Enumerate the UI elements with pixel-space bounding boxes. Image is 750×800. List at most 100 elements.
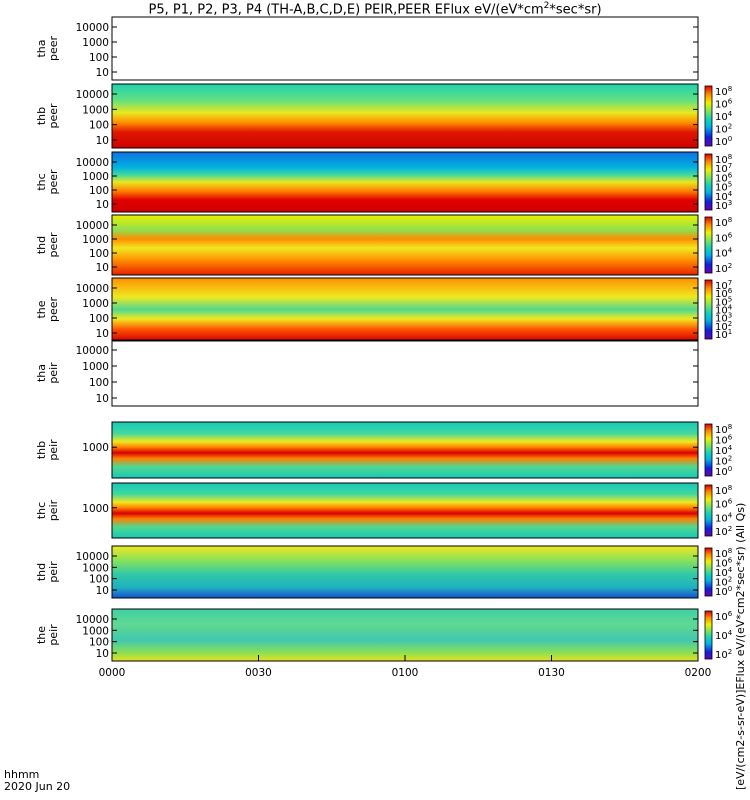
- colorbar-tick-label: 102: [715, 262, 732, 275]
- colorbar-tick-base: 10: [715, 330, 728, 341]
- colorbar-tick-base: 10: [715, 297, 728, 308]
- y-tick-label: 1000: [82, 104, 109, 116]
- y-tick-label: 10: [96, 199, 109, 211]
- colorbar-tick-exp: 6: [728, 557, 733, 565]
- y-tick-label: 10000: [76, 551, 109, 563]
- y-axis-label: thepeer: [35, 297, 60, 323]
- y-tick-label: 100: [89, 574, 109, 586]
- colorbar-tick-base: 10: [715, 137, 728, 148]
- panel-frame: [111, 83, 699, 149]
- x-axis-label-date: 2020 Jun 20: [4, 780, 70, 793]
- colorbar-tick-base: 10: [715, 650, 728, 661]
- y-tick-label: 10000: [76, 283, 109, 295]
- y-label-probe: thb: [35, 441, 48, 459]
- colorbar-tick-base: 10: [715, 467, 728, 478]
- colorbar: [704, 279, 713, 340]
- y-tick-label: 10000: [76, 89, 109, 101]
- colorbar-tick-base: 10: [715, 578, 728, 589]
- colorbar-tick-label: 106: [715, 434, 733, 447]
- panel-frame: [111, 277, 699, 342]
- colorbar-tick-exp: 8: [728, 85, 732, 93]
- colorbar-tick-base: 10: [715, 314, 728, 325]
- y-tick-label: 10: [96, 135, 109, 147]
- colorbar-tick-exp: 8: [728, 153, 732, 161]
- colorbar-tick-exp: 2: [728, 576, 732, 584]
- colorbar-tick-base: 10: [715, 549, 728, 560]
- colorbar-tick-label: 106: [715, 610, 733, 623]
- y-tick-label: 1000: [82, 37, 109, 49]
- y-label-species: peer: [47, 36, 60, 62]
- panel-frame: [111, 545, 699, 599]
- colorbar-tick-label: 104: [715, 511, 733, 524]
- colorbar-tick-base: 10: [715, 192, 728, 203]
- colorbar-tick-label: 103: [715, 312, 732, 325]
- colorbar: [704, 610, 713, 660]
- spectrogram-the-peir: [112, 609, 698, 661]
- colorbar-tick-exp: 4: [728, 566, 733, 574]
- y-label-species: peir: [47, 439, 60, 461]
- colorbar-tick-label: 102: [715, 123, 732, 136]
- colorbar-tick-label: 102: [715, 455, 732, 468]
- colorbar-tick-base: 10: [715, 164, 728, 175]
- colorbar-tick-label: 105: [715, 295, 732, 308]
- colorbar-tick-base: 10: [715, 183, 728, 194]
- y-label-species: peir: [47, 499, 60, 521]
- x-tick-label: 0200: [685, 667, 712, 679]
- colorbar-tick-base: 10: [715, 264, 728, 275]
- y-label-probe: the: [35, 626, 48, 644]
- colorbar-tick-label: 108: [715, 484, 732, 497]
- colorbar-tick-label: 102: [715, 576, 732, 589]
- colorbar-tick-label: 106: [715, 498, 733, 511]
- colorbar-tick-label: 106: [715, 98, 733, 111]
- y-tick-label: 100: [89, 377, 109, 389]
- y-tick-label: 1000: [82, 298, 109, 310]
- y-tick-label: 10000: [76, 157, 109, 169]
- colorbar: [704, 423, 713, 477]
- y-label-probe: thd: [35, 563, 48, 581]
- colorbar-tick-label: 101: [715, 328, 732, 341]
- colorbar-tick-base: 10: [715, 587, 728, 598]
- panel-frame: [111, 339, 699, 407]
- colorbar-tick-base: 10: [715, 631, 728, 642]
- colorbar-tick-exp: 4: [728, 247, 733, 255]
- colorbar-tick-exp: 6: [728, 231, 733, 239]
- colorbar-tick-exp: 0: [728, 465, 732, 473]
- y-axis-label: thdpeer: [35, 232, 60, 258]
- y-tick-label: 1000: [82, 562, 109, 574]
- colorbar-tick-exp: 4: [728, 511, 733, 519]
- colorbar-tick-label: 106: [715, 231, 733, 244]
- colorbar-tick-base: 10: [715, 155, 728, 166]
- colorbar-tick-label: 102: [715, 525, 732, 538]
- y-tick-label: 100: [89, 185, 109, 197]
- colorbar-tick-exp: 1: [728, 328, 732, 336]
- panel-tha-peer: 10000 1000 100 10 thapeer: [35, 16, 699, 81]
- y-axis-label: thcpeir: [35, 499, 60, 521]
- spectrogram-thd-peer: [112, 215, 698, 275]
- colorbar-tick-label: 108: [715, 423, 732, 436]
- colorbar-tick-label: 104: [715, 304, 733, 317]
- x-tick-label: 0130: [538, 667, 565, 679]
- colorbar-tick-label: 104: [715, 444, 733, 457]
- colorbar-tick-base: 10: [715, 233, 728, 244]
- y-axis-label: thbpeir: [35, 439, 60, 461]
- colorbar-tick-exp: 2: [728, 123, 732, 131]
- colorbar-tick-exp: 2: [728, 525, 732, 533]
- colorbar-tick-exp: 8: [728, 547, 732, 555]
- colorbar-tick-base: 10: [715, 436, 728, 447]
- colorbar: [704, 153, 713, 211]
- colorbar-tick-label: 104: [715, 566, 733, 579]
- spectrogram-thd-peir: [112, 546, 698, 598]
- colorbar-tick-exp: 6: [728, 434, 733, 442]
- spectrogram-thb-peir: [112, 422, 698, 478]
- colorbar-tick-base: 10: [715, 513, 728, 524]
- colorbar-tick-label: 108: [715, 547, 732, 560]
- colorbar: [704, 484, 713, 537]
- y-tick-label: 1000: [82, 625, 109, 637]
- x-tick-label: 0030: [245, 667, 272, 679]
- colorbar-tick-base: 10: [715, 87, 728, 98]
- colorbar-tick-base: 10: [715, 100, 728, 111]
- colorbar-tick-label: 104: [715, 629, 733, 642]
